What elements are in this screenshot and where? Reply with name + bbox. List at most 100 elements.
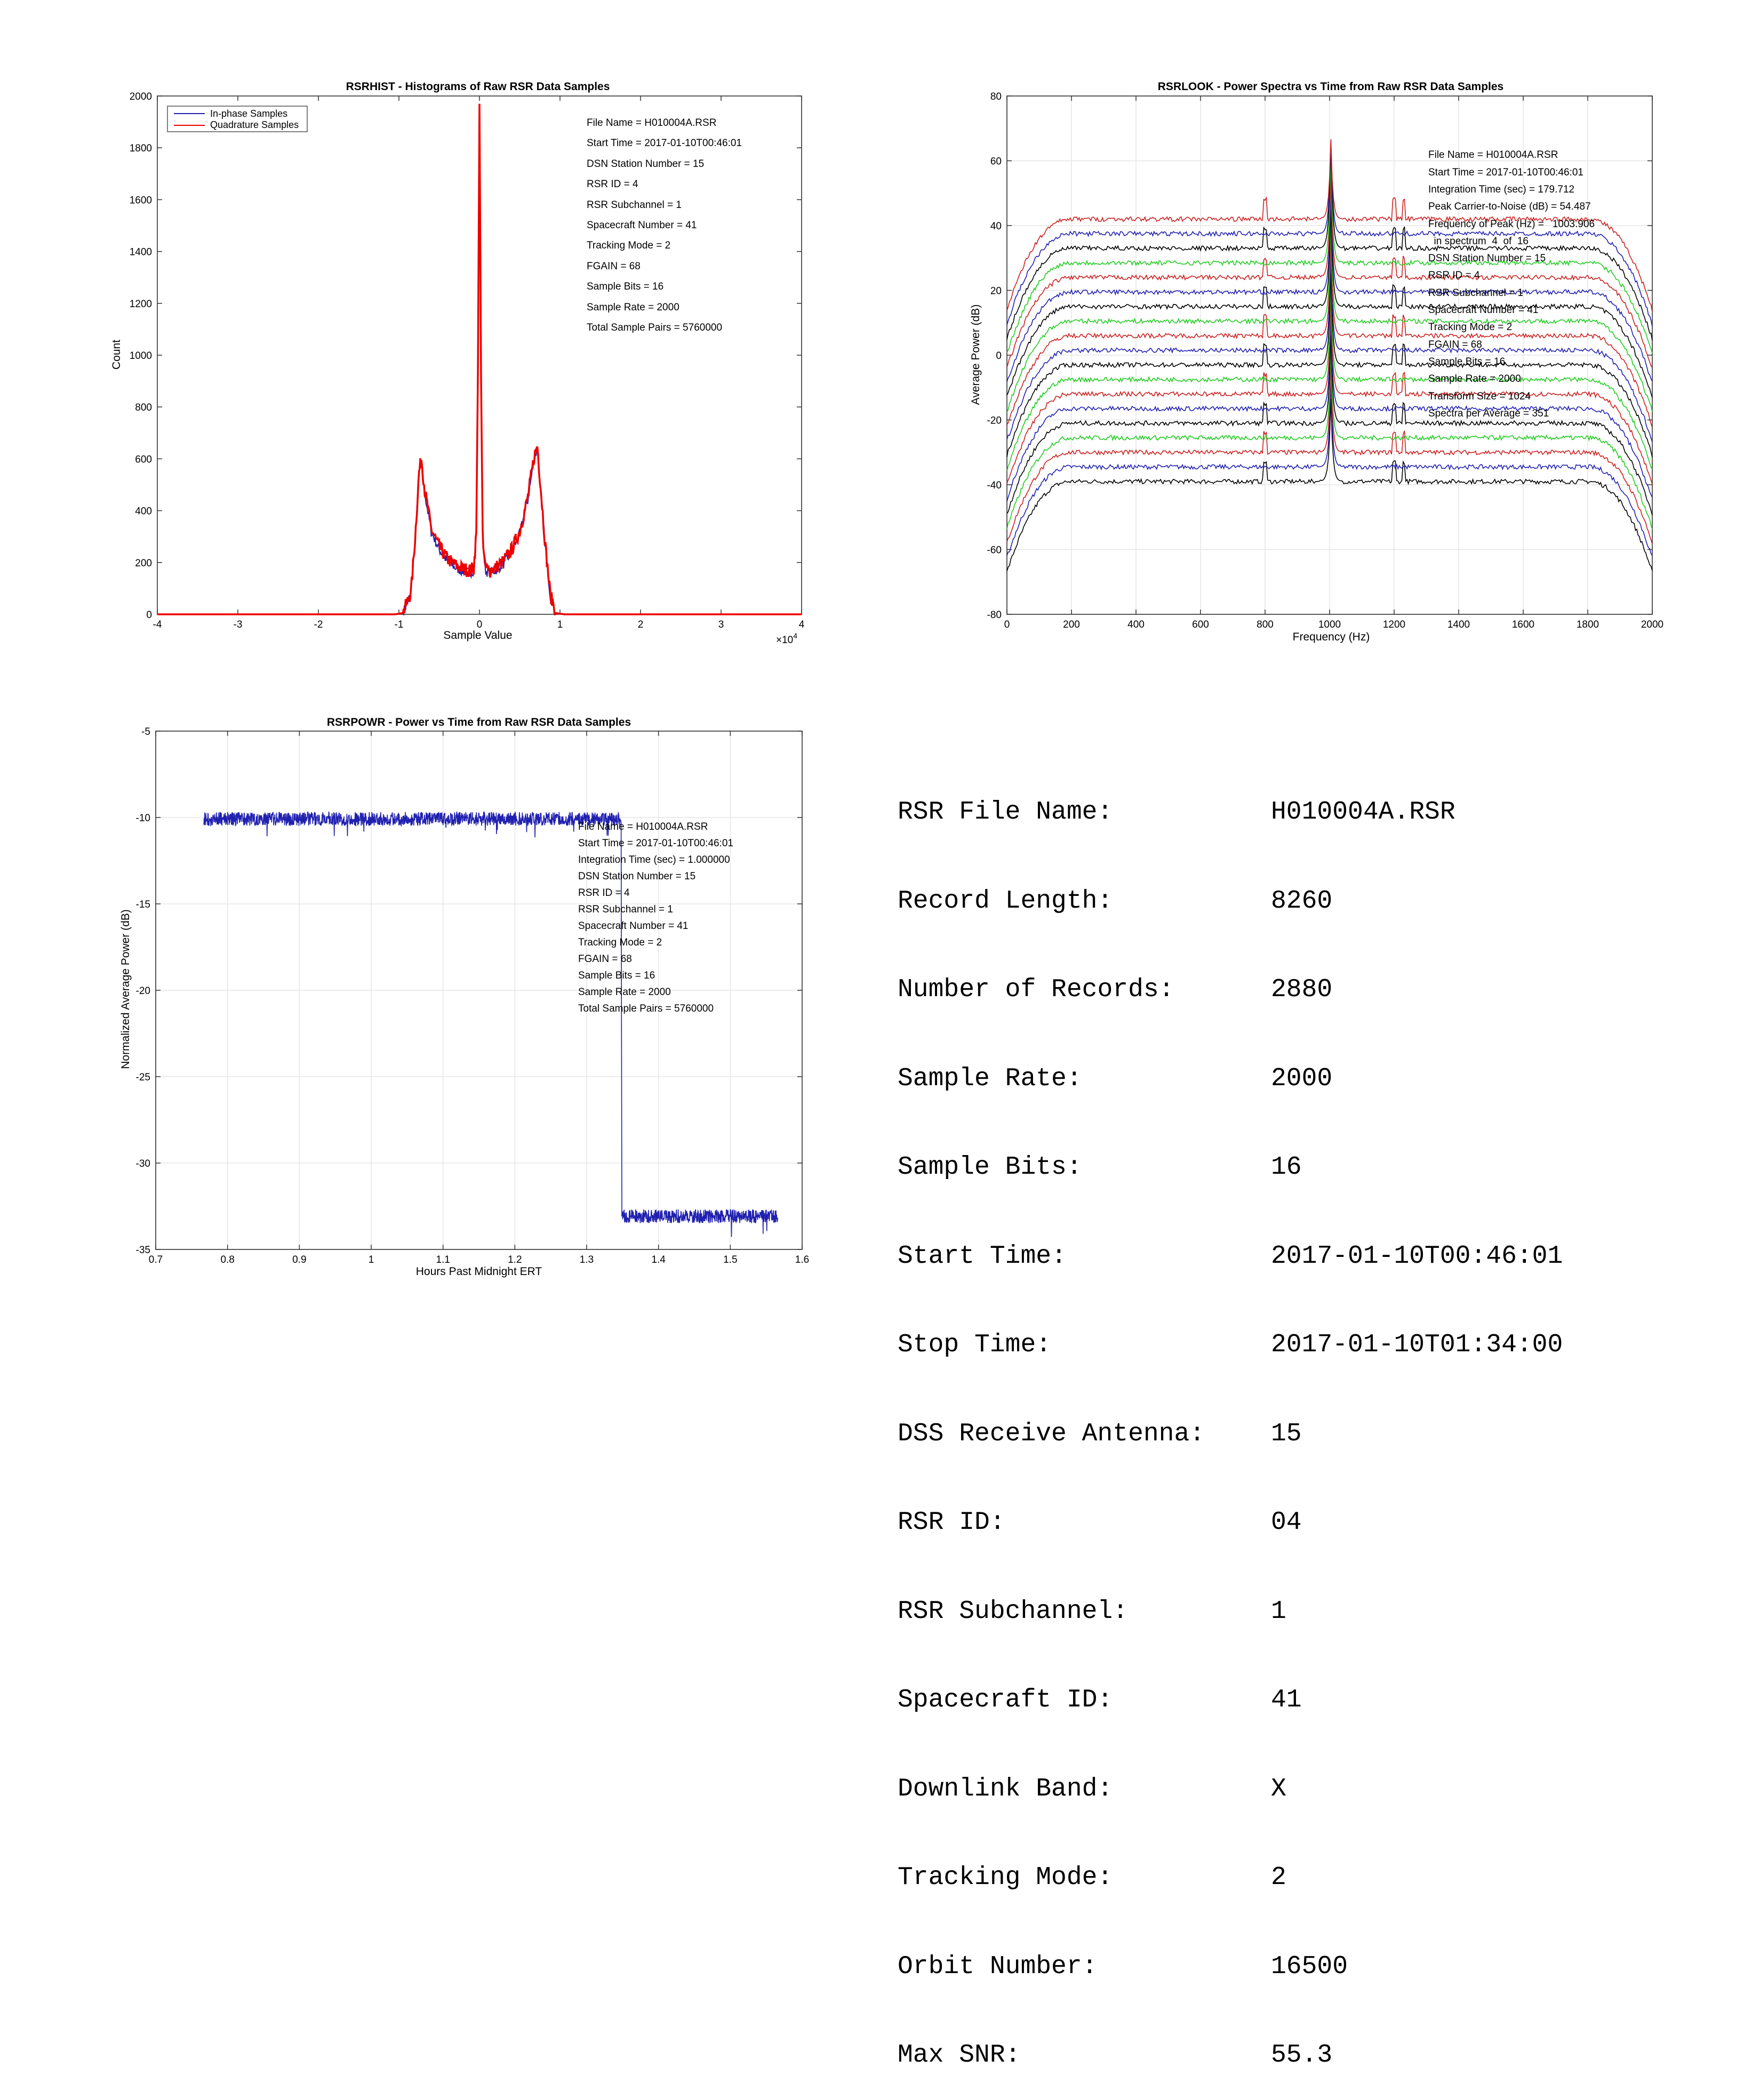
histogram-y-tick-label: 1000 xyxy=(130,350,152,362)
power-info-line: RSR ID = 4 xyxy=(578,887,630,899)
summary-label: Tracking Mode: xyxy=(898,1863,1113,1892)
summary-value: 16500 xyxy=(1271,1952,1348,1981)
histogram-x-tick-label: -3 xyxy=(234,619,243,630)
histogram-y-tick-label: 2000 xyxy=(130,91,152,102)
power-y-tick-label: -25 xyxy=(136,1072,150,1083)
power-info-line: Sample Rate = 2000 xyxy=(578,987,671,998)
spectra-x-tick-label: 1800 xyxy=(1577,619,1599,630)
power-x-tick-label: 1.1 xyxy=(436,1254,450,1265)
summary-value: 2880 xyxy=(1271,975,1333,1004)
spectra-y-tick-label: -40 xyxy=(987,480,1002,491)
spectrum-line xyxy=(1006,366,1653,544)
power-info-line: Integration Time (sec) = 1.000000 xyxy=(578,854,730,865)
power-x-tick-label: 1 xyxy=(369,1254,374,1265)
spectra-info-line: Tracking Mode = 2 xyxy=(1428,322,1512,333)
figure-canvas: RSRHIST - Histograms of Raw RSR Data Sam… xyxy=(110,81,1663,1278)
power-y-tick-label: -10 xyxy=(136,813,150,824)
spectrum-line xyxy=(1006,335,1653,516)
summary-row: Number of Records: 2880 xyxy=(898,975,1563,1005)
summary-row: RSR File Name: H010004A.RSR xyxy=(898,798,1563,828)
summary-row: Orbit Number: 16500 xyxy=(898,1952,1563,1982)
histogram-x-exponent-base: ×10 xyxy=(776,635,793,646)
spectra-y-tick-label: -20 xyxy=(987,415,1002,427)
summary-row: RSR Subchannel: 1 xyxy=(898,1597,1563,1627)
summary-label: RSR Subchannel: xyxy=(898,1597,1129,1626)
spectra-y-tick-label: 40 xyxy=(990,221,1002,232)
histogram-legend: In-phase Samples Quadrature Samples xyxy=(167,106,308,132)
summary-value: 8260 xyxy=(1271,886,1333,916)
histogram-chart: RSRHIST - Histograms of Raw RSR Data Sam… xyxy=(110,81,805,646)
power-info-line: FGAIN = 68 xyxy=(578,953,632,965)
spectra-x-tick-label: 800 xyxy=(1257,619,1274,630)
summary-value: 16 xyxy=(1271,1153,1302,1182)
spectrum-line xyxy=(1006,255,1653,443)
spectra-info-line: Spectra per Average = 351 xyxy=(1428,408,1549,419)
spectra-x-tick-label: 1200 xyxy=(1383,619,1405,630)
spectra-xlabel: Frequency (Hz) xyxy=(1293,631,1370,643)
summary-label: Record Length: xyxy=(898,886,1113,916)
histogram-legend-box xyxy=(167,106,308,132)
spectra-info-line: Peak Carrier-to-Noise (dB) = 54.487 xyxy=(1428,201,1591,212)
histogram-x-tick-label: -4 xyxy=(153,619,162,630)
histogram-x-exponent: ×104 xyxy=(776,631,797,646)
power-info-line: File Name = H010004A.RSR xyxy=(578,821,708,832)
spectrum-line xyxy=(1006,271,1653,458)
power-vs-time-chart: RSRPOWR - Power vs Time from Raw RSR Dat… xyxy=(119,716,809,1278)
histogram-y-tick-label: 200 xyxy=(135,558,152,569)
summary-value: X xyxy=(1271,1774,1286,1804)
power-info-line: Spacecraft Number = 41 xyxy=(578,920,688,932)
histogram-x-tick-label: 2 xyxy=(638,619,644,630)
histogram-y-tick-label: 400 xyxy=(135,506,152,517)
summary-row: Spacecraft ID: 41 xyxy=(898,1686,1563,1716)
power-y-tick-label: -30 xyxy=(136,1158,150,1169)
spectrum-line xyxy=(1006,208,1653,398)
spectra-x-tick-label: 200 xyxy=(1063,619,1080,630)
histogram-y-tick-label: 1600 xyxy=(130,195,152,206)
spectra-x-tick-label: 2000 xyxy=(1641,619,1663,630)
power-xlabel: Hours Past Midnight ERT xyxy=(416,1265,542,1278)
spectrum-line xyxy=(1006,139,1653,312)
summary-label: Start Time: xyxy=(898,1241,1067,1271)
spectra-y-tick-label: 60 xyxy=(990,156,1002,167)
power-info-line: Tracking Mode = 2 xyxy=(578,937,662,948)
summary-value: H010004A.RSR xyxy=(1271,798,1455,827)
power-x-tick-label: 1.3 xyxy=(580,1254,594,1265)
spectra-info-line: File Name = H010004A.RSR xyxy=(1428,149,1558,161)
summary-label: Stop Time: xyxy=(898,1330,1052,1359)
histogram-legend-quadrature: Quadrature Samples xyxy=(210,119,299,130)
spectra-info-line: DSN Station Number = 15 xyxy=(1428,253,1546,264)
histogram-x-tick-label: -2 xyxy=(314,619,323,630)
spectra-x-tick-label: 1600 xyxy=(1512,619,1534,630)
summary-label: Orbit Number: xyxy=(898,1952,1098,1981)
spectrum-line xyxy=(1006,145,1653,341)
histogram-y-tick-label: 1400 xyxy=(130,247,152,258)
summary-label: DSS Receive Antenna: xyxy=(898,1419,1205,1448)
histogram-ylabel: Count xyxy=(110,340,123,370)
spectrum-line xyxy=(1006,351,1653,530)
spectra-info-line: in spectrum 4 of 16 xyxy=(1428,236,1529,247)
spectra-info-block: File Name = H010004A.RSR Start Time = 20… xyxy=(1428,149,1595,419)
spectra-x-tick-label: 0 xyxy=(1004,619,1010,630)
histogram-info-line: Spacecraft Number = 41 xyxy=(587,220,697,231)
summary-value: 1 xyxy=(1271,1597,1286,1626)
summary-value: 2017-01-10T01:34:00 xyxy=(1271,1330,1563,1359)
histogram-x-tick-label: 4 xyxy=(799,619,805,630)
summary-row: Start Time: 2017-01-10T00:46:01 xyxy=(898,1242,1563,1272)
histogram-x-tick-label: -1 xyxy=(395,619,404,630)
summary-row: DSS Receive Antenna: 15 xyxy=(898,1420,1563,1449)
summary-label: Max SNR: xyxy=(898,2041,1021,2070)
summary-row: Sample Bits: 16 xyxy=(898,1153,1563,1183)
histogram-info-line: RSR ID = 4 xyxy=(587,179,638,190)
histogram-info-line: File Name = H010004A.RSR xyxy=(587,117,716,129)
spectra-info-line: RSR ID = 4 xyxy=(1428,270,1480,281)
summary-label: Sample Rate: xyxy=(898,1064,1082,1093)
histogram-info-line: Sample Rate = 2000 xyxy=(587,302,679,313)
summary-row: Stop Time: 2017-01-10T01:34:00 xyxy=(898,1330,1563,1360)
spectrum-line xyxy=(1006,319,1653,502)
summary-label: Sample Bits: xyxy=(898,1153,1082,1182)
power-x-tick-label: 1.2 xyxy=(508,1254,522,1265)
summary-row: Max SNR: 55.3 xyxy=(898,2041,1563,2071)
histogram-info-line: RSR Subchannel = 1 xyxy=(587,199,682,211)
power-info-line: RSR Subchannel = 1 xyxy=(578,904,673,915)
summary-value: 15 xyxy=(1271,1419,1302,1448)
